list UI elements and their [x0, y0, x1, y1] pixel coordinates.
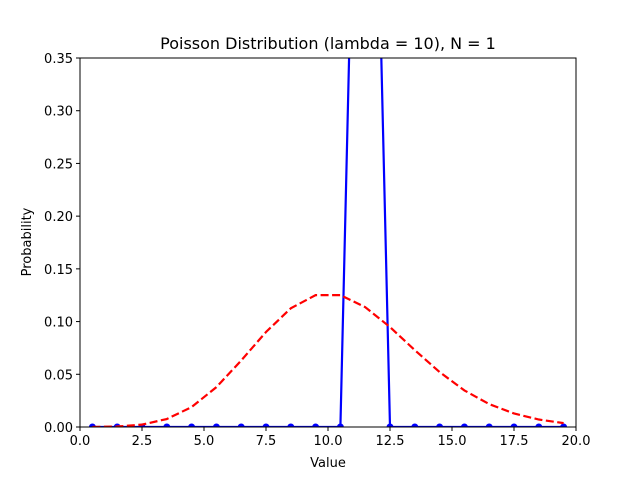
- data-point: [386, 423, 394, 427]
- series-line: [92, 294, 564, 427]
- data-point: [163, 423, 171, 427]
- x-axis-label: Value: [310, 456, 346, 471]
- chart-title: Poisson Distribution (lambda = 10), N = …: [160, 34, 496, 53]
- y-tick-label: 0.20: [44, 210, 73, 225]
- y-tick-label: 0.05: [44, 368, 73, 383]
- plot-area: [88, 58, 568, 427]
- x-tick-label: 10.0: [314, 434, 343, 449]
- data-point: [336, 423, 344, 427]
- data-point: [411, 423, 419, 427]
- data-point: [560, 423, 568, 427]
- data-point: [460, 423, 468, 427]
- x-tick-label: 12.5: [376, 434, 405, 449]
- x-tick-label: 5.0: [194, 434, 215, 449]
- data-point: [485, 423, 493, 427]
- data-point: [262, 423, 270, 427]
- y-tick-label: 0.00: [44, 421, 73, 436]
- x-tick-label: 20.0: [562, 434, 591, 449]
- data-point: [287, 423, 295, 427]
- data-point: [510, 423, 518, 427]
- x-tick-label: 0.0: [70, 434, 91, 449]
- x-tick-label: 15.0: [438, 434, 467, 449]
- data-point: [212, 423, 220, 427]
- y-tick-label: 0.30: [44, 105, 73, 120]
- data-point: [237, 423, 245, 427]
- x-tick-label: 2.5: [132, 434, 153, 449]
- y-tick-label: 0.25: [44, 157, 73, 172]
- data-point: [312, 423, 320, 427]
- y-tick-label: 0.15: [44, 263, 73, 278]
- x-tick-label: 7.5: [256, 434, 277, 449]
- data-point: [188, 423, 196, 427]
- y-tick-label: 0.35: [44, 52, 73, 67]
- data-point: [535, 423, 543, 427]
- x-tick-label: 17.5: [500, 434, 529, 449]
- y-axis-label: Probability: [20, 207, 35, 276]
- data-point: [436, 423, 444, 427]
- y-tick-label: 0.10: [44, 316, 73, 331]
